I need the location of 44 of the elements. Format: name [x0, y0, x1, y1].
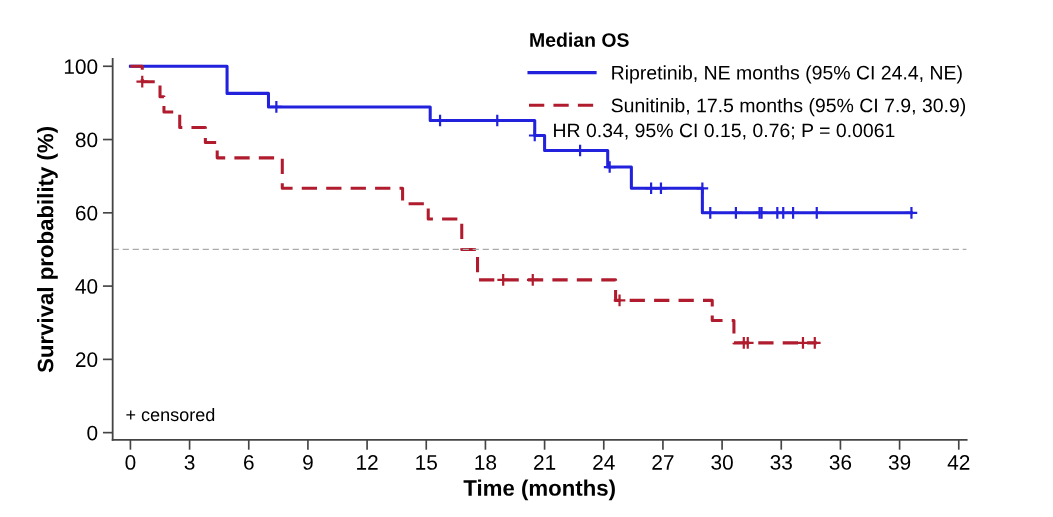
legend-title: Median OS: [530, 32, 629, 47]
y-axis-title: Survival probability (%): [37, 127, 58, 373]
point: [695, 181, 710, 196]
y-tick-label: 0: [87, 425, 98, 441]
x-tick-label: 3: [184, 455, 195, 470]
x-tick-label: 12: [357, 455, 378, 470]
point: [525, 272, 540, 287]
y-tick-label: 100: [64, 59, 98, 75]
point: [135, 74, 150, 89]
point: [612, 293, 627, 308]
y-tick-label: 60: [75, 205, 98, 221]
point: [703, 205, 718, 220]
point: [796, 335, 810, 350]
point: [728, 205, 743, 220]
x-tick-label: 18: [475, 455, 497, 470]
x-tick-label: 42: [947, 455, 970, 470]
x-tick-label: 6: [244, 455, 254, 470]
point: [496, 272, 511, 287]
x-tick-label: 30: [711, 455, 733, 470]
point: [809, 205, 824, 220]
x-tick-label: 21: [534, 455, 556, 470]
point: [654, 181, 668, 196]
x-tick-label: 24: [593, 455, 615, 470]
x-tick-label: 0: [125, 455, 136, 470]
point: [807, 335, 822, 350]
y-tick-label: 80: [75, 132, 98, 148]
x-tick-label: 15: [416, 455, 437, 470]
annotation: HR 0.34, 95% CI 0.15, 0.76; P = 0.0061: [554, 123, 895, 140]
point: [904, 205, 919, 220]
x-tick-label: 33: [770, 455, 792, 470]
y-tick-label: 40: [75, 279, 98, 294]
y-tick-label: 20: [75, 352, 98, 368]
point: [602, 160, 617, 174]
point: [786, 205, 801, 220]
legend-label: Ripretinib, NE months (95% CI 24.4, NE): [612, 65, 962, 84]
x-tick-label: 39: [888, 455, 911, 470]
point: [740, 335, 755, 350]
x-tick-label: 36: [829, 455, 852, 470]
legend-label: Sunitinib, 17.5 months (95% CI 7.9, 30.9): [611, 98, 966, 117]
point: [269, 100, 284, 114]
x-tick-label: 27: [652, 455, 674, 470]
x-axis-title: Time (months): [463, 479, 615, 501]
annotation: + censored: [126, 407, 215, 422]
x-tick-label: 9: [303, 455, 313, 470]
